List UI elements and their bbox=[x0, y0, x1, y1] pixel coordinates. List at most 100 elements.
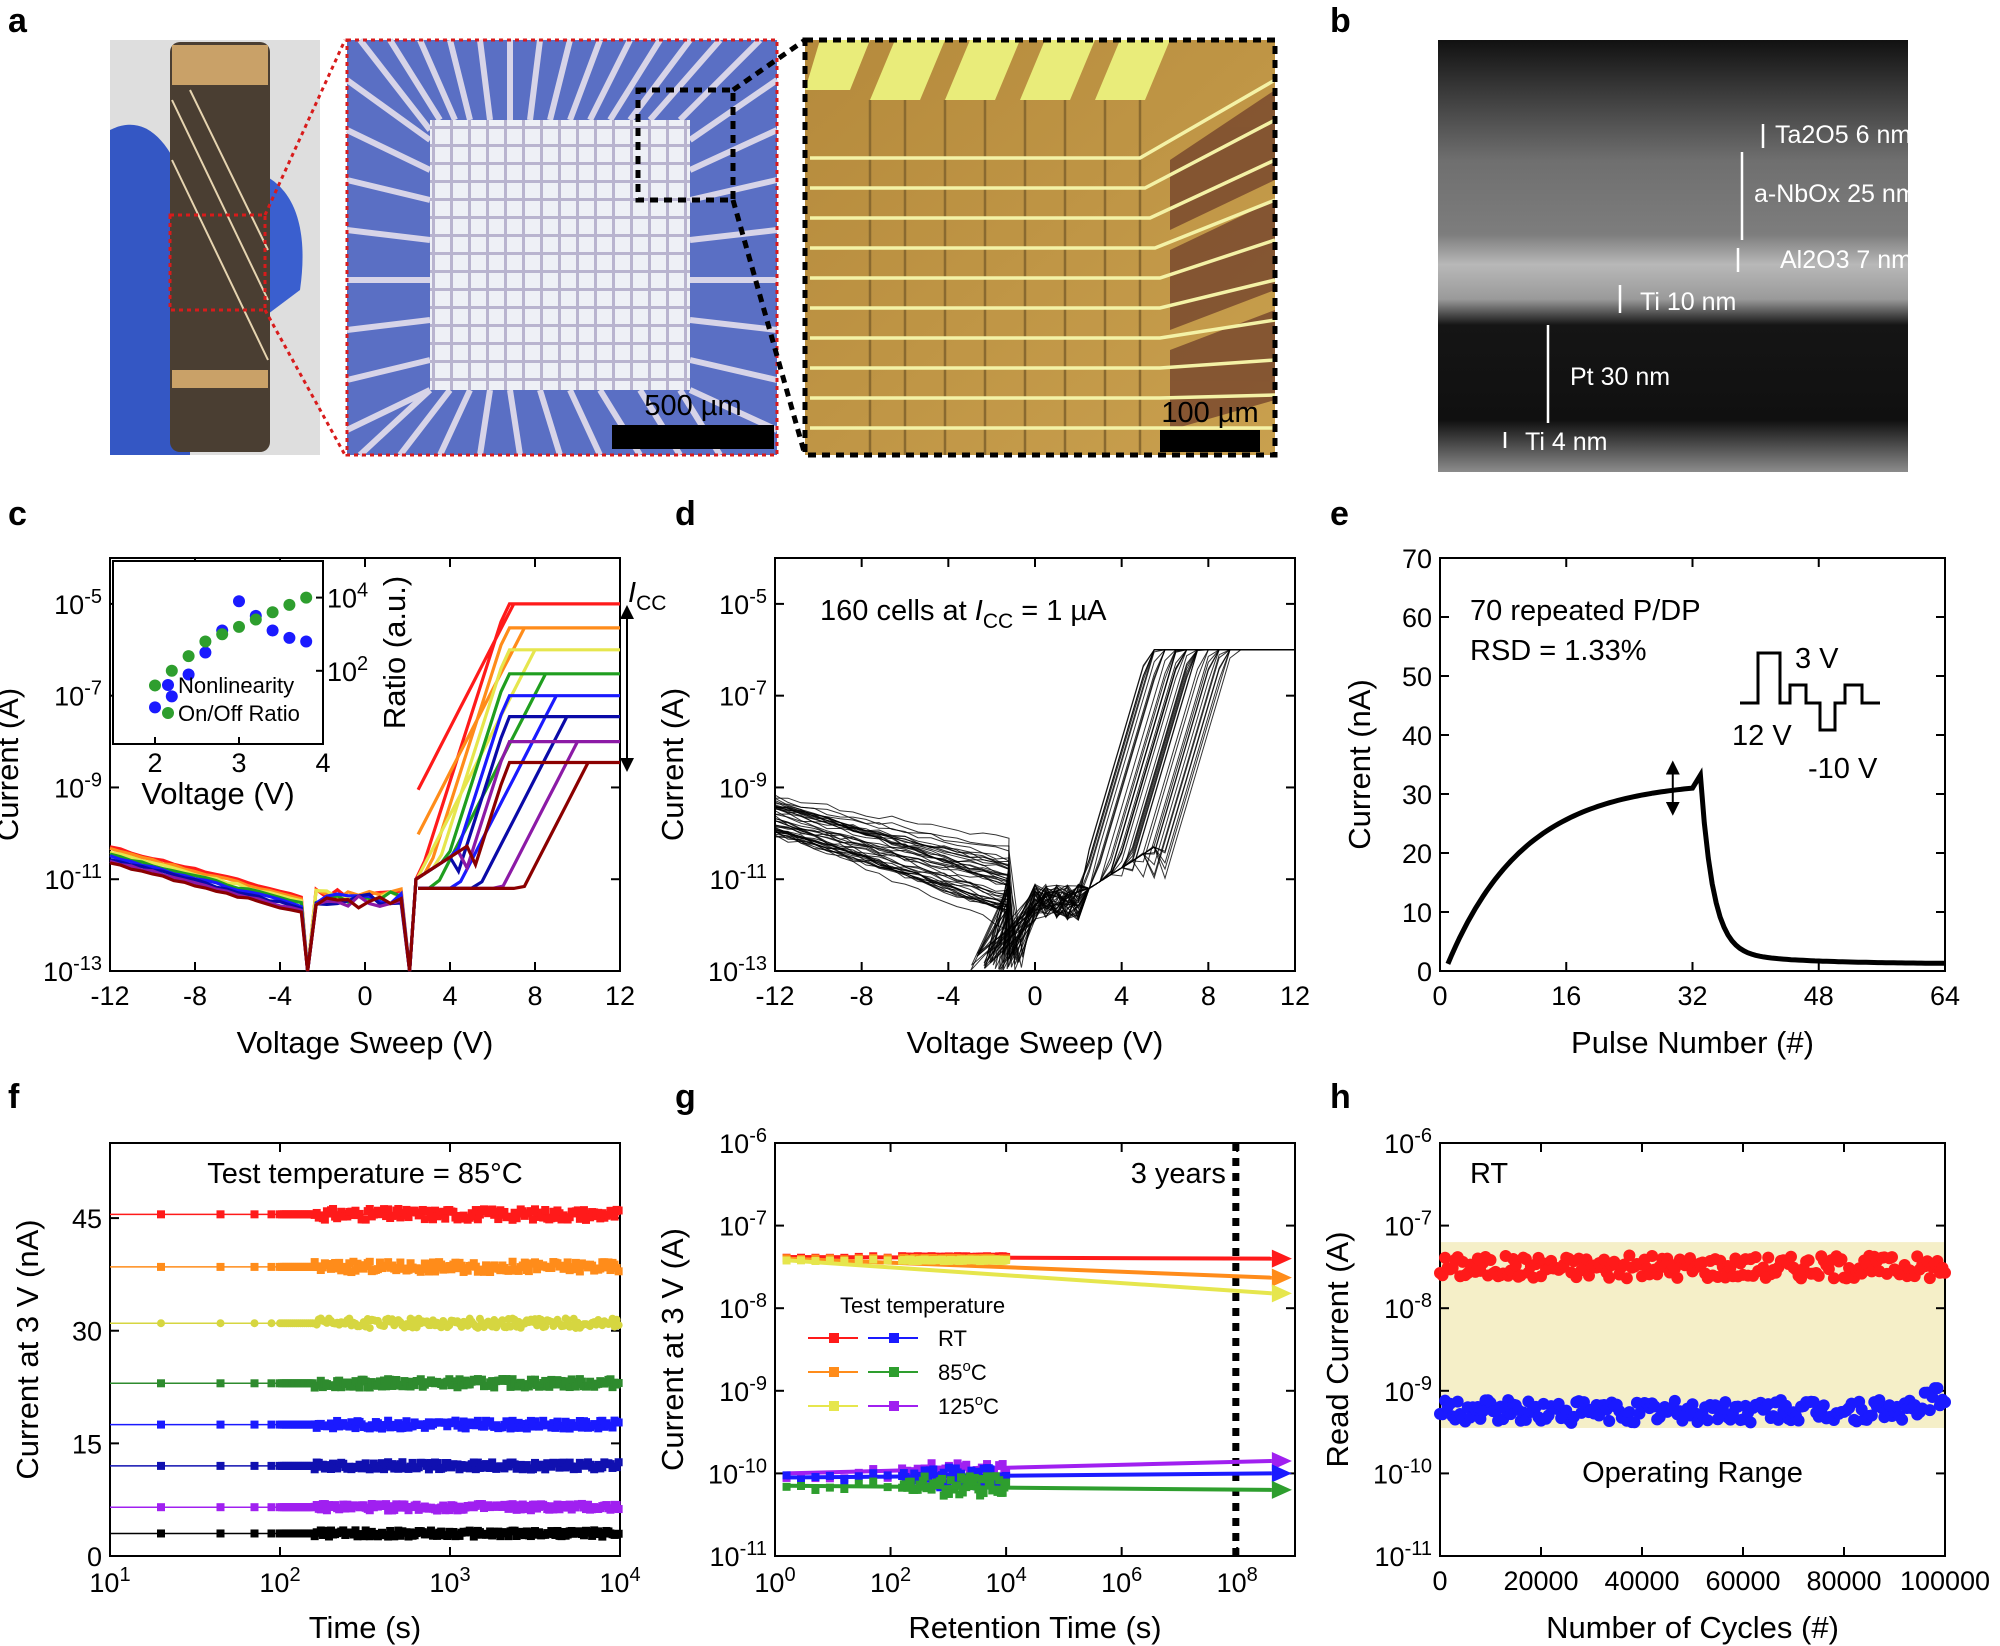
g-legend-title: Test temperature bbox=[840, 1293, 1005, 1318]
f-point-3-23 bbox=[314, 1381, 323, 1390]
c-xtick-2: -4 bbox=[268, 981, 292, 1011]
f-point-6-129 bbox=[531, 1500, 539, 1509]
f-point-6-0 bbox=[157, 1503, 165, 1512]
f-point-4-2 bbox=[250, 1420, 259, 1429]
f-point-0-129 bbox=[531, 1205, 539, 1214]
g-point-high-2-400 bbox=[1002, 1256, 1011, 1265]
f-point-0-130 bbox=[533, 1212, 542, 1221]
h-ytick-4: 10-7 bbox=[1384, 1208, 1432, 1242]
f-point-1-41 bbox=[351, 1266, 360, 1275]
h-point-high-84 bbox=[1646, 1250, 1659, 1263]
f-point-2-2 bbox=[250, 1319, 259, 1328]
f-point-5-55 bbox=[380, 1465, 389, 1474]
c-inset-point-1-3 bbox=[199, 635, 212, 648]
panel-label-c: c bbox=[8, 495, 27, 533]
f-point-4-93 bbox=[457, 1423, 466, 1432]
c-xtick-5: 8 bbox=[527, 981, 542, 1011]
f-point-0-133 bbox=[539, 1213, 548, 1222]
f-point-0-79 bbox=[429, 1215, 437, 1224]
f-point-6-87 bbox=[445, 1506, 454, 1515]
g-point-low-0-170 bbox=[869, 1465, 878, 1474]
f-point-1-170 bbox=[614, 1267, 623, 1276]
g-annotation: 3 years bbox=[1131, 1158, 1226, 1190]
f-point-4-170 bbox=[614, 1418, 623, 1427]
f-point-3-103 bbox=[477, 1375, 486, 1384]
c-inset-point-0-1 bbox=[165, 690, 178, 703]
f-ytick-0: 0 bbox=[87, 1542, 102, 1572]
f-point-4-145 bbox=[563, 1419, 572, 1428]
h-point-low-134 bbox=[1772, 1413, 1785, 1426]
e-xtick-4: 64 bbox=[1930, 981, 1960, 1011]
g-xtick-3: 106 bbox=[1101, 1564, 1142, 1598]
f-point-4-139 bbox=[551, 1423, 560, 1432]
g-arrow-high-1 bbox=[1271, 1268, 1292, 1287]
f-point-3-152 bbox=[577, 1377, 586, 1386]
g-point-low-2-337 bbox=[965, 1472, 974, 1481]
g-point-low-2-70 bbox=[811, 1485, 820, 1494]
f-point-0-85 bbox=[441, 1214, 450, 1223]
panel-label-e: e bbox=[1330, 495, 1349, 533]
c-xtick-3: 0 bbox=[357, 981, 372, 1011]
plot-frame bbox=[774, 1142, 1296, 1557]
f-point-5-122 bbox=[516, 1460, 525, 1469]
d-xtick-6: 12 bbox=[1280, 981, 1310, 1011]
h-point-low-183 bbox=[1896, 1413, 1909, 1426]
h-point-high-125 bbox=[1749, 1251, 1762, 1264]
c-inset-legend-0: Nonlinearity bbox=[178, 673, 294, 698]
f-point-0-3 bbox=[267, 1210, 276, 1219]
f-point-4-62 bbox=[394, 1419, 403, 1428]
g-point-high-2-95 bbox=[825, 1256, 834, 1265]
c-inset-ytick-0: 102 bbox=[327, 653, 368, 687]
h-annotation-range: Operating Range bbox=[1582, 1457, 1803, 1489]
f-point-3-170 bbox=[614, 1378, 623, 1387]
f-point-5-72 bbox=[414, 1463, 423, 1472]
h-point-low-142 bbox=[1792, 1414, 1805, 1427]
g-point-low-1-352 bbox=[974, 1467, 983, 1476]
h-point-low-17 bbox=[1476, 1405, 1489, 1418]
f-point-1-112 bbox=[496, 1266, 505, 1275]
f-point-3-37 bbox=[343, 1378, 352, 1387]
h-point-low-75 bbox=[1623, 1406, 1636, 1419]
f-point-1-88 bbox=[447, 1265, 456, 1274]
f-point-6-147 bbox=[567, 1505, 576, 1514]
c-inset-ylabel: Ratio (a.u.) bbox=[377, 576, 412, 729]
g-xtick-0: 100 bbox=[754, 1564, 795, 1598]
f-point-6-1 bbox=[216, 1503, 225, 1512]
f-point-4-56 bbox=[382, 1421, 391, 1430]
c-inset-xtick-1: 3 bbox=[231, 748, 246, 778]
d-series-14 bbox=[774, 649, 1295, 961]
c-inset-point-1-0 bbox=[149, 679, 161, 692]
f-point-5-169 bbox=[612, 1463, 621, 1472]
c-ytick-2: 10-9 bbox=[54, 769, 102, 803]
g-ytick-1: 10-10 bbox=[708, 1455, 767, 1489]
f-point-0-30 bbox=[329, 1205, 338, 1214]
e-xtick-0: 0 bbox=[1432, 981, 1447, 1011]
h-point-high-156 bbox=[1827, 1272, 1840, 1285]
h-point-low-106 bbox=[1701, 1414, 1714, 1427]
d-xtick-2: -4 bbox=[936, 981, 960, 1011]
f-point-0-112 bbox=[496, 1206, 505, 1215]
f-point-5-141 bbox=[555, 1463, 564, 1472]
f-point-0-154 bbox=[582, 1215, 590, 1224]
g-legend-marker-a-1 bbox=[829, 1367, 839, 1377]
f-point-1-63 bbox=[396, 1258, 405, 1267]
h-point-low-77 bbox=[1628, 1416, 1641, 1429]
f-point-0-101 bbox=[473, 1215, 482, 1224]
f-point-3-117 bbox=[506, 1382, 515, 1391]
f-point-0-84 bbox=[439, 1207, 448, 1216]
f-point-5-77 bbox=[424, 1465, 433, 1474]
f-point-4-151 bbox=[575, 1417, 584, 1426]
c-inset-point-1-1 bbox=[165, 664, 178, 677]
f-point-1-107 bbox=[486, 1268, 495, 1277]
f-point-3-53 bbox=[375, 1377, 384, 1386]
c-series-4 bbox=[109, 694, 620, 972]
f-point-5-46 bbox=[361, 1459, 370, 1468]
g-point-low-2-235 bbox=[906, 1477, 915, 1486]
plot-frame bbox=[1439, 1142, 1946, 1557]
h-point-low-113 bbox=[1719, 1396, 1732, 1409]
f-point-0-142 bbox=[557, 1215, 566, 1224]
f-point-5-150 bbox=[573, 1464, 582, 1473]
panel-b-tem-image: Ta2O5 6 nm a-NbOx 25 nm Al2O3 7 nm Ti 10… bbox=[1438, 40, 1917, 472]
h-point-low-197 bbox=[1931, 1382, 1944, 1395]
